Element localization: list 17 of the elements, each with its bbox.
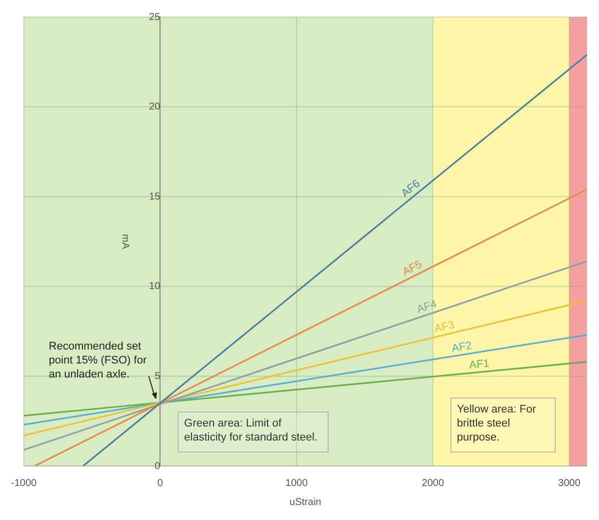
- x-tick-label: 3000: [558, 478, 581, 489]
- band-label: Green area: Limit of elasticity for standard steel.: [184, 418, 318, 444]
- text: AF2: [451, 340, 473, 355]
- x-axis-title: uStrain: [290, 496, 322, 508]
- annotation: Recommended set point 15% (FSO) for an unladen axle.: [48, 340, 147, 381]
- text: AF1: [468, 358, 490, 372]
- text: AF4: [415, 298, 438, 316]
- x-tick-label: 1000: [285, 478, 308, 489]
- y-axis-title: mA: [119, 234, 130, 250]
- y-tick-label: 25: [149, 12, 161, 23]
- y-tick-label: 0: [154, 460, 161, 472]
- x-tick-label: 2000: [422, 478, 444, 489]
- text: AF3: [433, 319, 456, 336]
- band-label: Yellow area: For brittle steel purpose.: [456, 404, 536, 444]
- text: AF6: [399, 178, 423, 200]
- x-tick-label: -1000: [11, 478, 38, 489]
- text: AF5: [400, 258, 424, 278]
